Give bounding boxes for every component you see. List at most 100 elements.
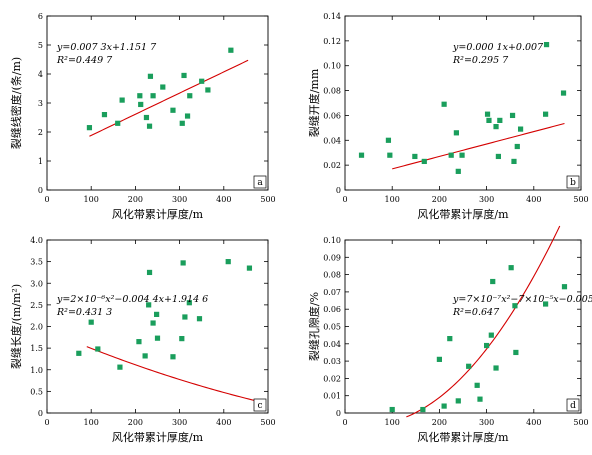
data-point [181, 72, 187, 79]
data-point [95, 346, 101, 352]
x-axis-title: 风化带累计厚度/m [417, 207, 509, 221]
x-tick-label: 400 [526, 195, 541, 204]
regression-equation: y=0.007 3x+1.151 7 [56, 42, 157, 53]
x-tick-label: 500 [260, 418, 275, 427]
data-point [186, 300, 192, 306]
data-point [88, 319, 94, 325]
y-tick-label: 0.08 [323, 271, 341, 280]
data-point [187, 93, 193, 99]
y-tick-label: 0.04 [323, 340, 341, 349]
data-point [453, 130, 459, 136]
data-point [170, 354, 176, 360]
y-tick-label: 0.04 [323, 136, 341, 145]
data-point [484, 111, 491, 117]
trend-line [89, 59, 249, 137]
data-point [512, 303, 518, 309]
data-point [385, 137, 392, 143]
data-point [412, 153, 418, 160]
data-point [115, 120, 121, 126]
y-tick-label: 0 [38, 186, 43, 195]
y-tick-label: 0.03 [323, 357, 341, 366]
y-tick-label: 0.12 [323, 37, 341, 46]
r-squared: R²=0.431 3 [56, 307, 112, 318]
x-tick-label: 400 [526, 418, 541, 427]
x-tick-label: 400 [216, 418, 231, 427]
y-tick-label: 2.5 [30, 301, 43, 310]
x-axis-title: 风化带累计厚度/m [112, 207, 204, 221]
data-point [488, 332, 494, 338]
data-point [509, 112, 516, 119]
y-tick-label: 6 [38, 12, 43, 21]
trend-line [406, 225, 561, 418]
data-point [513, 349, 519, 356]
panel-label: b [570, 178, 576, 188]
x-tick-label: 500 [260, 195, 275, 204]
data-point [477, 396, 483, 402]
y-tick-label: 2 [38, 128, 43, 137]
data-point [150, 320, 156, 326]
data-point [387, 152, 393, 158]
data-point [358, 152, 365, 158]
data-point [117, 364, 123, 370]
data-point [160, 84, 166, 90]
data-point [447, 336, 453, 342]
chart-panel-c: 0 100 200 300 400 500 0 0.5 1.0 1.5 2.0 2.5 3.0 3.5 4.… [9, 236, 276, 444]
chart-panel-d: 0 100 200 300 400 500 0 0.01 0.02 0.03 0.04 0.05 0.0… [307, 225, 592, 444]
data-point [389, 406, 395, 413]
data-point [196, 316, 203, 322]
data-point [179, 336, 185, 342]
data-point [543, 301, 549, 307]
x-tick-label: 0 [342, 418, 347, 427]
y-tick-label: 0.02 [323, 374, 341, 383]
y-axis-title: 裂缝孔隙度/% [307, 292, 321, 361]
panel-label: a [257, 178, 263, 188]
x-tick-label: 0 [44, 195, 49, 204]
y-tick-label: 0.14 [323, 12, 341, 21]
data-point [137, 93, 143, 99]
data-point [138, 101, 144, 108]
y-tick-label: 0.10 [323, 236, 341, 245]
x-axis-title: 风化带累计厚度/m [417, 430, 509, 444]
x-axis-title: 风化带累计厚度/m [112, 430, 204, 444]
data-point [484, 342, 490, 349]
x-tick-label: 300 [479, 195, 494, 204]
data-point [497, 117, 503, 123]
data-point [486, 117, 492, 123]
data-point [441, 101, 447, 107]
y-axis-title: 裂缝开度/mm [307, 68, 321, 137]
data-point [441, 403, 447, 409]
data-point [455, 168, 461, 174]
x-tick-label: 0 [44, 418, 49, 427]
data-point [493, 124, 499, 130]
data-point [436, 356, 442, 362]
data-point [420, 406, 426, 413]
data-point [119, 97, 125, 103]
panel-label-box [253, 398, 267, 412]
plot-frame [344, 15, 582, 191]
data-point [146, 269, 153, 276]
data-point [490, 278, 496, 285]
chart-panel-a: 0 100 200 300 400 500 0 1 2 3 4 5 6 风化带累计厚度/m 裂缝线密度/(条… [9, 12, 276, 221]
x-tick-label: 200 [128, 195, 143, 204]
y-tick-label: 2.0 [30, 323, 43, 332]
x-tick-label: 200 [432, 418, 447, 427]
data-point [225, 259, 231, 265]
x-tick-label: 100 [385, 418, 400, 427]
data-point [146, 302, 152, 308]
data-point [182, 314, 188, 320]
plot-frame [344, 239, 582, 414]
y-axis-title: 裂缝长度/(m/m²) [9, 284, 23, 369]
data-point [459, 152, 465, 158]
x-tick-label: 200 [128, 418, 143, 427]
regression-equation: y=7×10⁻⁷x²−7×10⁻⁵x−0.005 [452, 294, 592, 305]
data-point [543, 41, 550, 48]
regression-equation: y=2×10⁻⁶x²−0.004 4x+1.914 6 [56, 294, 208, 305]
x-tick-label: 300 [172, 195, 187, 204]
y-tick-label: 0 [336, 186, 341, 195]
trend-line [86, 346, 258, 402]
y-axis-title: 裂缝线密度/(条/m) [9, 57, 23, 149]
data-point [508, 265, 514, 271]
data-point [101, 112, 108, 118]
data-point [184, 113, 191, 119]
y-tick-label: 0.10 [323, 62, 341, 71]
